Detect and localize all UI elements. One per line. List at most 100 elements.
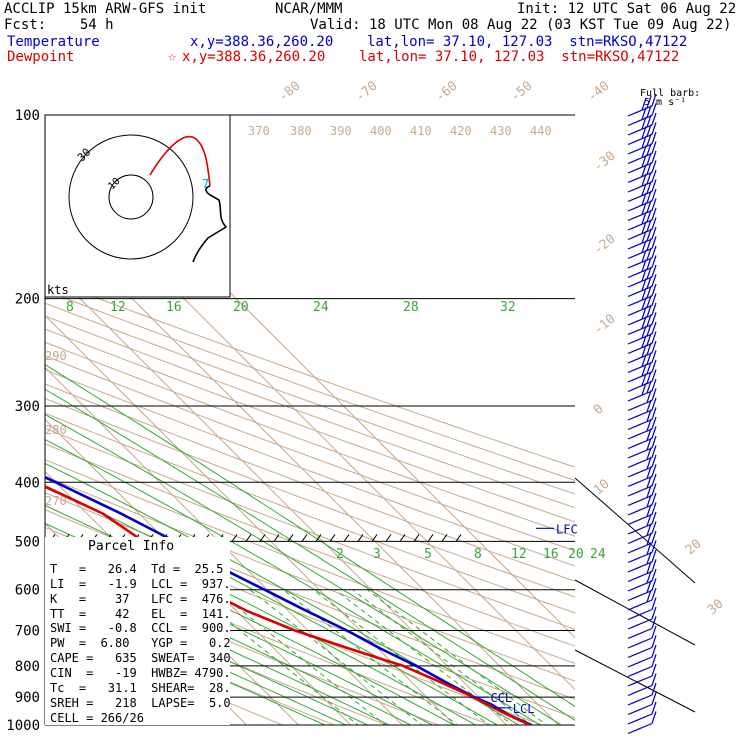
wind-barb-flag [651,692,657,705]
parcel-info-line: CELL = 266/26 [50,711,144,725]
wind-barb-staff [627,665,653,678]
level-marker-label: LCL [513,702,535,716]
wind-barb-staff [627,238,653,250]
wind-barb-staff [627,504,653,516]
wind-barb-flag [646,114,652,128]
wind-barb-flag [641,297,647,310]
mixing-ratio-line [282,589,459,725]
wind-barb-flag [646,228,652,242]
wind-barb-flag [651,644,657,658]
wind-barb-staff [627,447,653,459]
wind-barb-staff [627,608,653,621]
wind-barb-flag [641,97,647,111]
wind-barb-flag [651,435,657,449]
wind-barb-flag [646,152,652,166]
dewpoint-star-icon: ☆ [168,49,177,65]
wind-barb-flag [641,344,647,358]
wind-barb-staff [627,342,653,355]
hatch-mark [245,534,252,542]
hatch-mark [287,534,294,542]
dry-adiabat-line [45,383,575,582]
theta-e-label: 12 [110,300,126,315]
wind-barb-flag [641,202,647,215]
wind-barb-flag [651,464,657,477]
wind-barb-flag [641,259,647,272]
wind-barb-flag [646,209,652,223]
wind-barb-flag [646,219,652,232]
wind-barb-staff [627,323,653,336]
hatch-mark [385,534,392,542]
wind-barb-flag [646,551,652,565]
wind-barb-staff [627,409,653,421]
mixing-ratio-label: 8 [474,547,482,562]
dry-adiabat-line [45,443,575,647]
wind-barb-staff [627,304,653,317]
hodograph-unit-label: kts [47,283,69,297]
parcel-info-line: SREH = 218 LAPSE= 5.0 [50,696,231,710]
wind-barb-flag [641,240,647,253]
wind-barb-flag [651,217,657,230]
wind-barb-flag [646,561,652,574]
sounding-profiles [45,475,533,725]
mixing-ratio-label: 3 [373,547,381,562]
wind-barb-flag [646,523,652,536]
wind-barb-flag [651,606,657,620]
pressure-tick-label: 200 [15,292,40,308]
wind-barb-flag [651,283,657,297]
dry-adiabat-line [45,290,575,481]
level-marker-label: LFC [556,522,578,536]
wind-barb-staff [627,257,653,269]
wind-barb-staff [627,456,653,469]
wind-barb-staff [627,276,653,288]
wind-barb-flag [646,124,652,137]
wind-barb-flag [651,416,657,430]
dry-adiabat-line [45,277,575,468]
wind-barb-flag [651,635,657,648]
isotherm-label: 20 [683,537,705,559]
dry-adiabat-line [45,492,575,700]
valid-time: Valid: 18 UTC Mon 08 Aug 22 (03 KST Tue … [310,17,732,33]
wind-barb-flag [651,397,657,411]
wind-barb-flag [641,183,647,196]
theta-e-label: 20 [233,300,249,315]
wind-barb-staff [627,124,653,136]
isotherm-label: -30 [591,148,619,175]
wind-barb-staff [627,599,653,611]
pressure-tick-label: 600 [15,583,40,599]
theta-label: 400 [370,124,392,138]
mixing-ratio-line [312,589,490,725]
wind-barb-flag [651,179,657,192]
parcel-info-line: CAPE = 635 SWEAT= 340 [50,651,231,665]
wind-barb-flag [641,173,647,187]
temperature-location: x,y=388.36,260.20 lat,lon= 37.10, 127.03… [190,34,688,50]
wind-barb-flag [641,354,647,367]
wind-barb-flag [641,316,647,329]
wind-barb-staff [627,114,653,127]
hodograph-ring [68,134,194,260]
wind-barb-flag [651,492,657,506]
dry-adiabat-line [45,412,575,614]
isotherm-label: -40 [585,78,613,105]
wind-barb-flag [641,306,647,320]
wind-barb-flag [651,673,657,686]
wind-barb-staff [627,399,653,412]
mixing-ratio-label: 2 [336,547,344,562]
wind-barb-flag [651,625,657,639]
mixing-ratio-line [352,589,532,725]
isotherm-line [45,262,507,725]
mixing-ratio-line [249,589,423,725]
wind-barb-flag [646,342,652,356]
wind-barb-staff [627,532,653,545]
wind-barb-flag [651,578,657,591]
wind-barb-flag [646,437,652,451]
theta-e-label: 8 [66,300,74,315]
moist-adiabat-line [45,363,575,708]
wind-barb-staff [627,618,653,630]
moist-adiabat-line [45,600,326,725]
theta-label: 420 [450,124,472,138]
wind-barb-staff [627,314,653,326]
wind-barb-flag [646,485,652,498]
wind-barb-staff [627,181,653,193]
parcel-info-box [45,537,230,725]
wind-barb-flag [646,276,652,289]
